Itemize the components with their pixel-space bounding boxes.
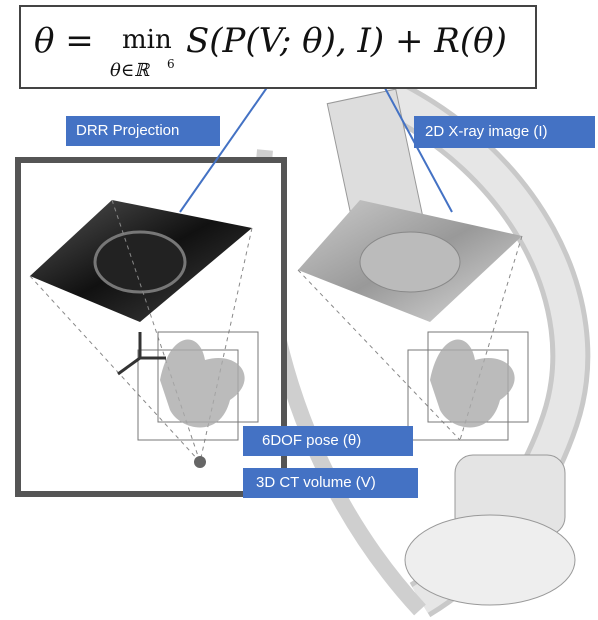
figure: θ = min θ∈ℝ 6 S(P(V; θ), I) + R(θ) DRR P…	[0, 0, 598, 620]
xray-label: 2D X-ray image (I)	[425, 123, 548, 140]
pose-label: 6DOF pose (θ)	[262, 432, 361, 449]
drr-label: DRR Projection	[76, 122, 179, 139]
source-point	[194, 456, 206, 468]
equation-operator: min	[122, 25, 172, 55]
source	[405, 515, 575, 605]
drr-pelvis	[95, 232, 185, 292]
equation-subscript: θ∈ℝ	[110, 60, 150, 81]
xray-pelvis	[360, 232, 460, 292]
ct-pelvis	[430, 340, 515, 428]
volume-label: 3D CT volume (V)	[256, 474, 376, 491]
equation-rhs: S(P(V; θ), I) + R(θ)	[186, 21, 507, 61]
equation-lhs: θ =	[34, 21, 94, 61]
equation-subscript-power: 6	[167, 57, 175, 71]
